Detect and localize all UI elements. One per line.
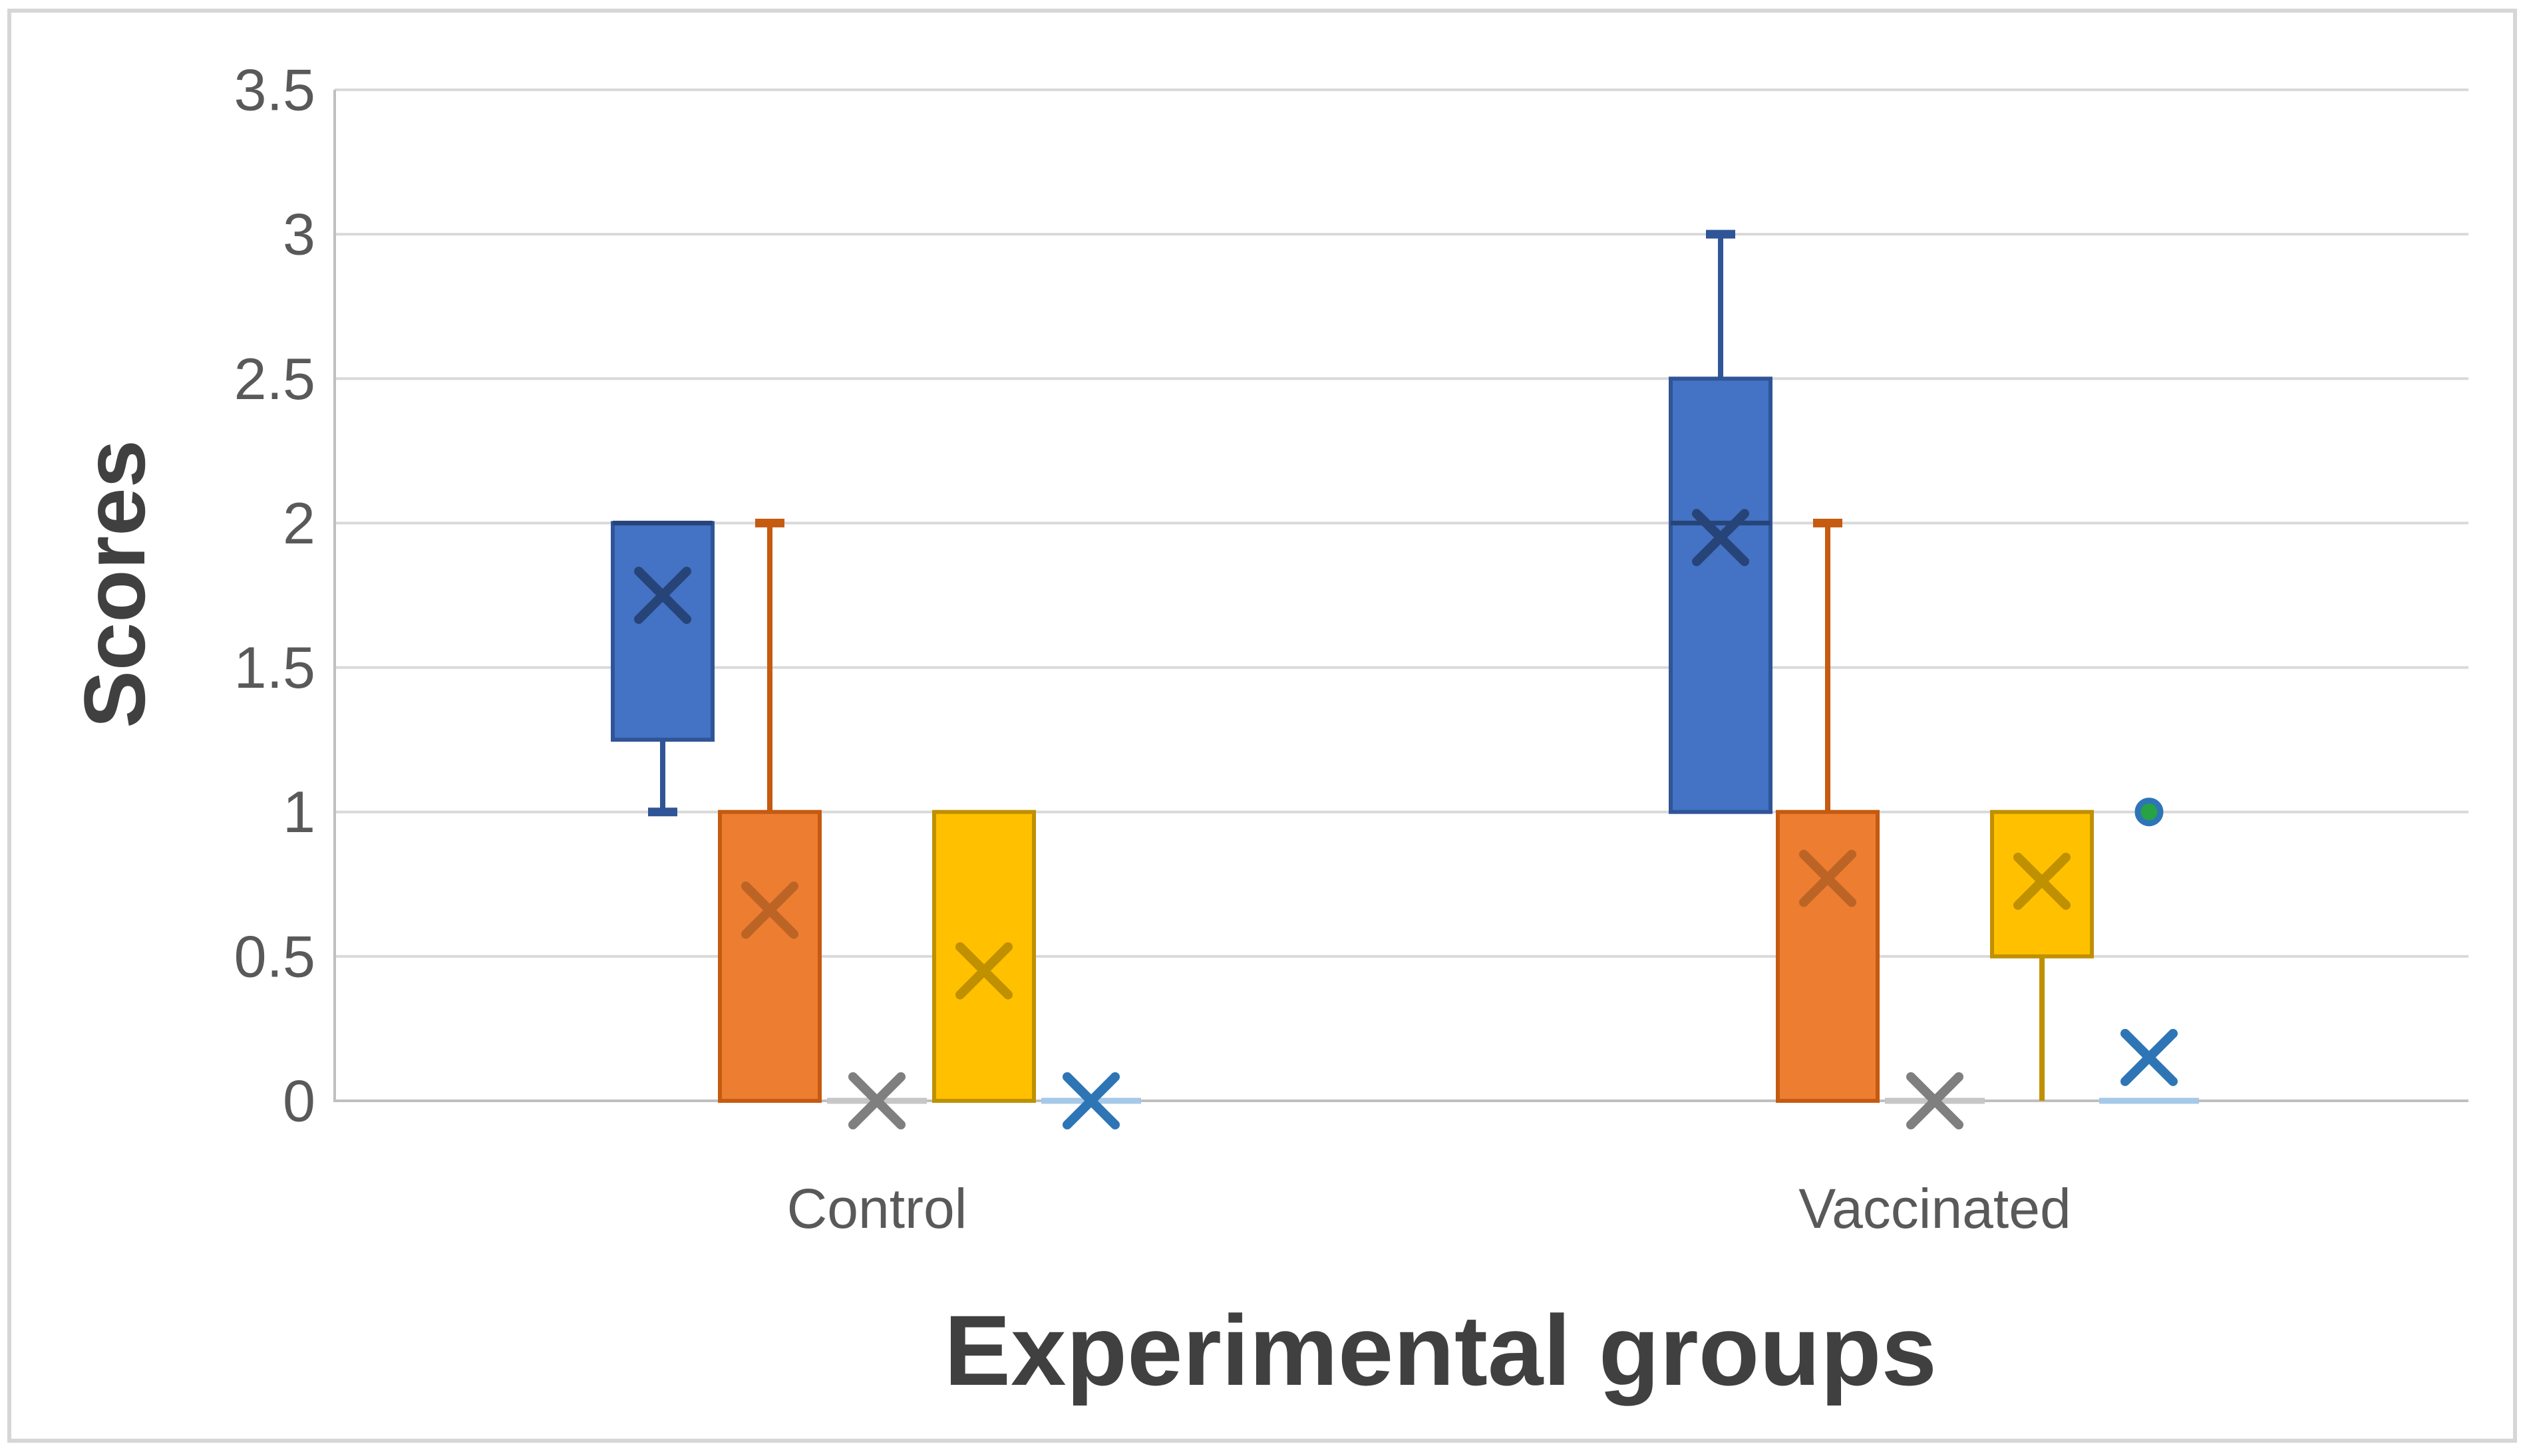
mean-x-marker: [2120, 1028, 2178, 1086]
mean-x-marker: [634, 567, 691, 624]
outlier-dot: [2134, 798, 2164, 827]
y-axis-title: Scores: [66, 440, 163, 728]
y-tick-label: 3: [283, 202, 315, 267]
series-layer: [611, 229, 2199, 1129]
box-yellow-vaccinated: [1990, 809, 2094, 1101]
iqr-box: [1776, 809, 1880, 1103]
iqr-box: [718, 809, 822, 1103]
y-tick-label: 0: [283, 1068, 315, 1134]
mean-x-marker: [1906, 1072, 1963, 1129]
iqr-box: [611, 521, 715, 742]
mean-x-marker: [2013, 852, 2071, 910]
box-orange-vaccinated: [1776, 518, 1880, 1103]
category-label: Vaccinated: [1798, 1177, 2071, 1240]
mean-x-marker: [1692, 509, 1749, 567]
mean-x-marker: [741, 881, 798, 939]
y-tick-label: 3.5: [234, 57, 315, 123]
y-tick-label: 1: [283, 779, 315, 845]
box-blue-control: [611, 520, 715, 817]
y-tick-label: 1.5: [234, 635, 315, 700]
box-orange-control: [718, 518, 822, 1103]
mean-x-marker: [955, 942, 1013, 1000]
y-tick-label: 2.5: [234, 346, 315, 412]
category-label: Control: [787, 1177, 967, 1240]
mean-x-marker: [848, 1072, 906, 1129]
axis-text-layer: 0 0.5 1 1.5 2 2.5 3 3.5 Control Vaccinated: [234, 57, 2071, 1240]
iqr-box: [1669, 376, 1772, 814]
x-axis-title: Experimental groups: [944, 1294, 1937, 1406]
iqr-box: [932, 809, 1036, 1103]
box-light-blue-control: [1041, 1072, 1141, 1129]
box-gray-control: [827, 1072, 927, 1129]
box-gray-vaccinated: [1885, 1072, 1985, 1129]
chart-outer-border: [7, 9, 2517, 1443]
box-yellow-control: [932, 809, 1036, 1103]
y-tick-label: 2: [283, 490, 315, 556]
box-light-blue-vaccinated: [2099, 798, 2199, 1104]
mean-x-marker: [1799, 849, 1856, 907]
mean-x-marker: [1063, 1072, 1120, 1129]
y-tick-label: 0.5: [234, 923, 315, 989]
box-blue-vaccinated: [1669, 229, 1772, 814]
